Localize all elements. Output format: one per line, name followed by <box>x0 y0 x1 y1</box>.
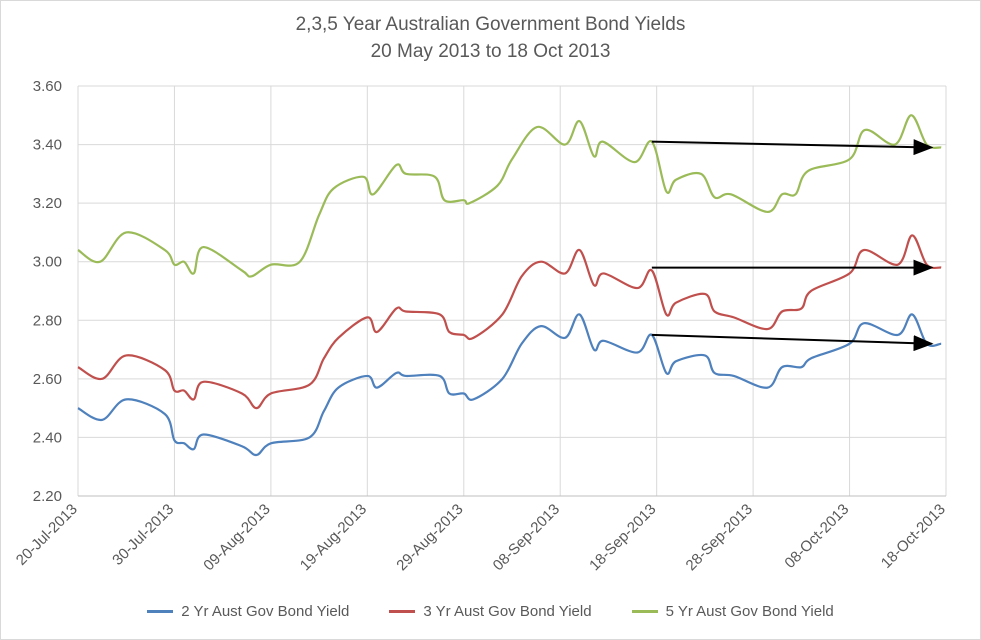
series-line-3 <box>77 114 942 278</box>
y-tick-label: 2.40 <box>33 429 62 446</box>
legend-swatch <box>147 610 174 613</box>
legend-label: 2 Yr Aust Gov Bond Yield <box>181 603 350 620</box>
x-tick-label: 09-Aug-2013 <box>200 501 273 574</box>
legend-item: 3 Yr Aust Gov Bond Yield <box>389 603 592 620</box>
x-tick-label: 19-Aug-2013 <box>297 501 370 574</box>
trend-arrow <box>651 333 934 352</box>
y-tick-label: 3.60 <box>33 78 62 95</box>
legend-swatch <box>389 610 416 613</box>
x-tick-label: 30-Jul-2013 <box>109 501 177 569</box>
y-tick-label: 3.40 <box>33 137 62 154</box>
chart-subtitle: 20 May 2013 to 18 Oct 2013 <box>370 41 611 62</box>
legend-label: 3 Yr Aust Gov Bond Yield <box>423 603 592 620</box>
legend: 2 Yr Aust Gov Bond Yield 3 Yr Aust Gov Bo… <box>0 603 981 620</box>
y-tick-label: 2.80 <box>33 312 62 329</box>
legend-item: 5 Yr Aust Gov Bond Yield <box>631 603 834 620</box>
trend-arrow <box>651 139 934 156</box>
x-tick-label: 28-Sep-2013 <box>683 501 756 574</box>
series-line-2 <box>77 234 942 410</box>
y-tick-label: 3.00 <box>33 254 62 271</box>
legend-label: 5 Yr Aust Gov Bond Yield <box>665 603 834 620</box>
series-line-1 <box>77 313 942 457</box>
legend-item: 2 Yr Aust Gov Bond Yield <box>147 603 349 620</box>
x-tick-label: 08-Sep-2013 <box>490 501 563 574</box>
y-tick-label: 3.20 <box>33 195 62 212</box>
x-tick-label: 08-Oct-2013 <box>781 501 852 572</box>
x-tick-label: 20-Jul-2013 <box>13 501 81 569</box>
chart-title: 2,3,5 Year Australian Government Bond Yi… <box>295 14 686 35</box>
x-tick-label: 18-Oct-2013 <box>878 501 949 572</box>
legend-swatch <box>631 610 658 613</box>
y-tick-label: 2.20 <box>33 488 62 505</box>
x-tick-label: 18-Sep-2013 <box>586 501 659 574</box>
x-tick-label: 29-Aug-2013 <box>393 501 466 574</box>
y-tick-label: 2.60 <box>33 371 62 388</box>
